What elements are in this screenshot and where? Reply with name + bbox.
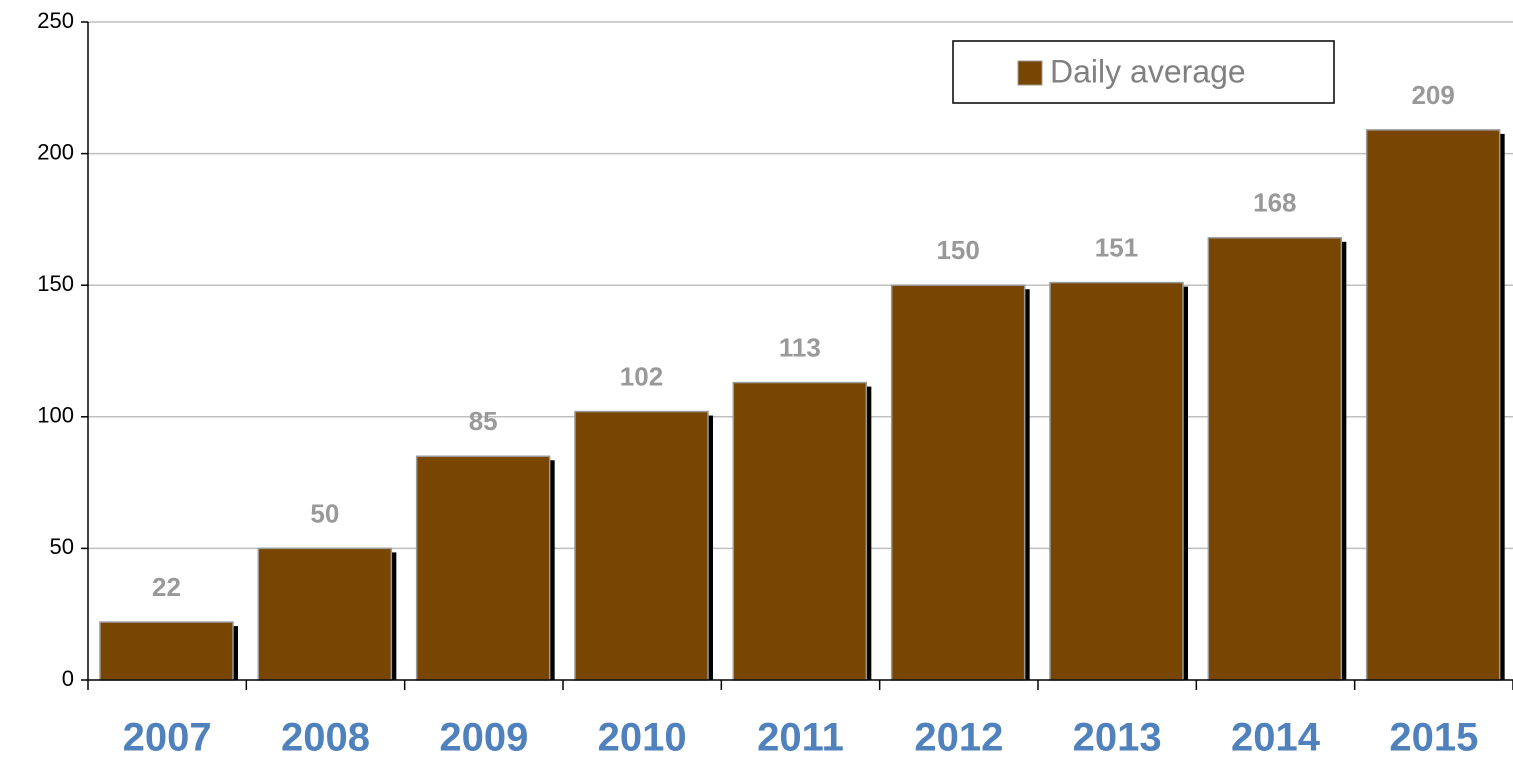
x-tick-label: 2015	[1389, 716, 1478, 760]
y-tick-label: 100	[37, 403, 74, 428]
x-tick-label: 2012	[914, 716, 1003, 760]
legend-box	[952, 40, 1335, 104]
legend-swatch	[1017, 60, 1043, 86]
x-tick-label: 2013	[1073, 716, 1162, 760]
bar	[1207, 237, 1343, 681]
y-tick-label: 250	[37, 8, 74, 33]
data-label: 102	[620, 361, 663, 391]
legend-label: Daily average	[1050, 53, 1246, 89]
x-tick-label: 2014	[1231, 716, 1321, 760]
data-label: 150	[936, 235, 979, 265]
data-label: 22	[152, 572, 181, 602]
data-label: 151	[1095, 232, 1138, 262]
bar	[1365, 129, 1501, 681]
bar	[415, 455, 551, 681]
data-label: 113	[779, 332, 821, 362]
y-tick-label: 0	[62, 666, 74, 691]
x-tick-label: 2010	[598, 716, 687, 760]
data-label: 85	[469, 406, 498, 436]
data-label: 50	[310, 498, 339, 528]
bar	[890, 284, 1026, 681]
y-tick-label: 150	[37, 271, 74, 296]
bar	[257, 547, 393, 681]
y-tick-label: 50	[50, 534, 74, 559]
data-label: 168	[1253, 188, 1296, 218]
bar	[99, 621, 234, 681]
x-tick-label: 2011	[757, 716, 844, 760]
bar	[732, 381, 868, 681]
y-tick-label: 200	[37, 139, 74, 164]
x-tick-label: 2008	[281, 716, 370, 760]
x-tick-label: 2009	[439, 716, 528, 760]
bar	[574, 410, 709, 681]
data-label: 209	[1411, 80, 1454, 110]
x-tick-label: 2007	[123, 716, 212, 760]
bar	[1049, 281, 1184, 681]
